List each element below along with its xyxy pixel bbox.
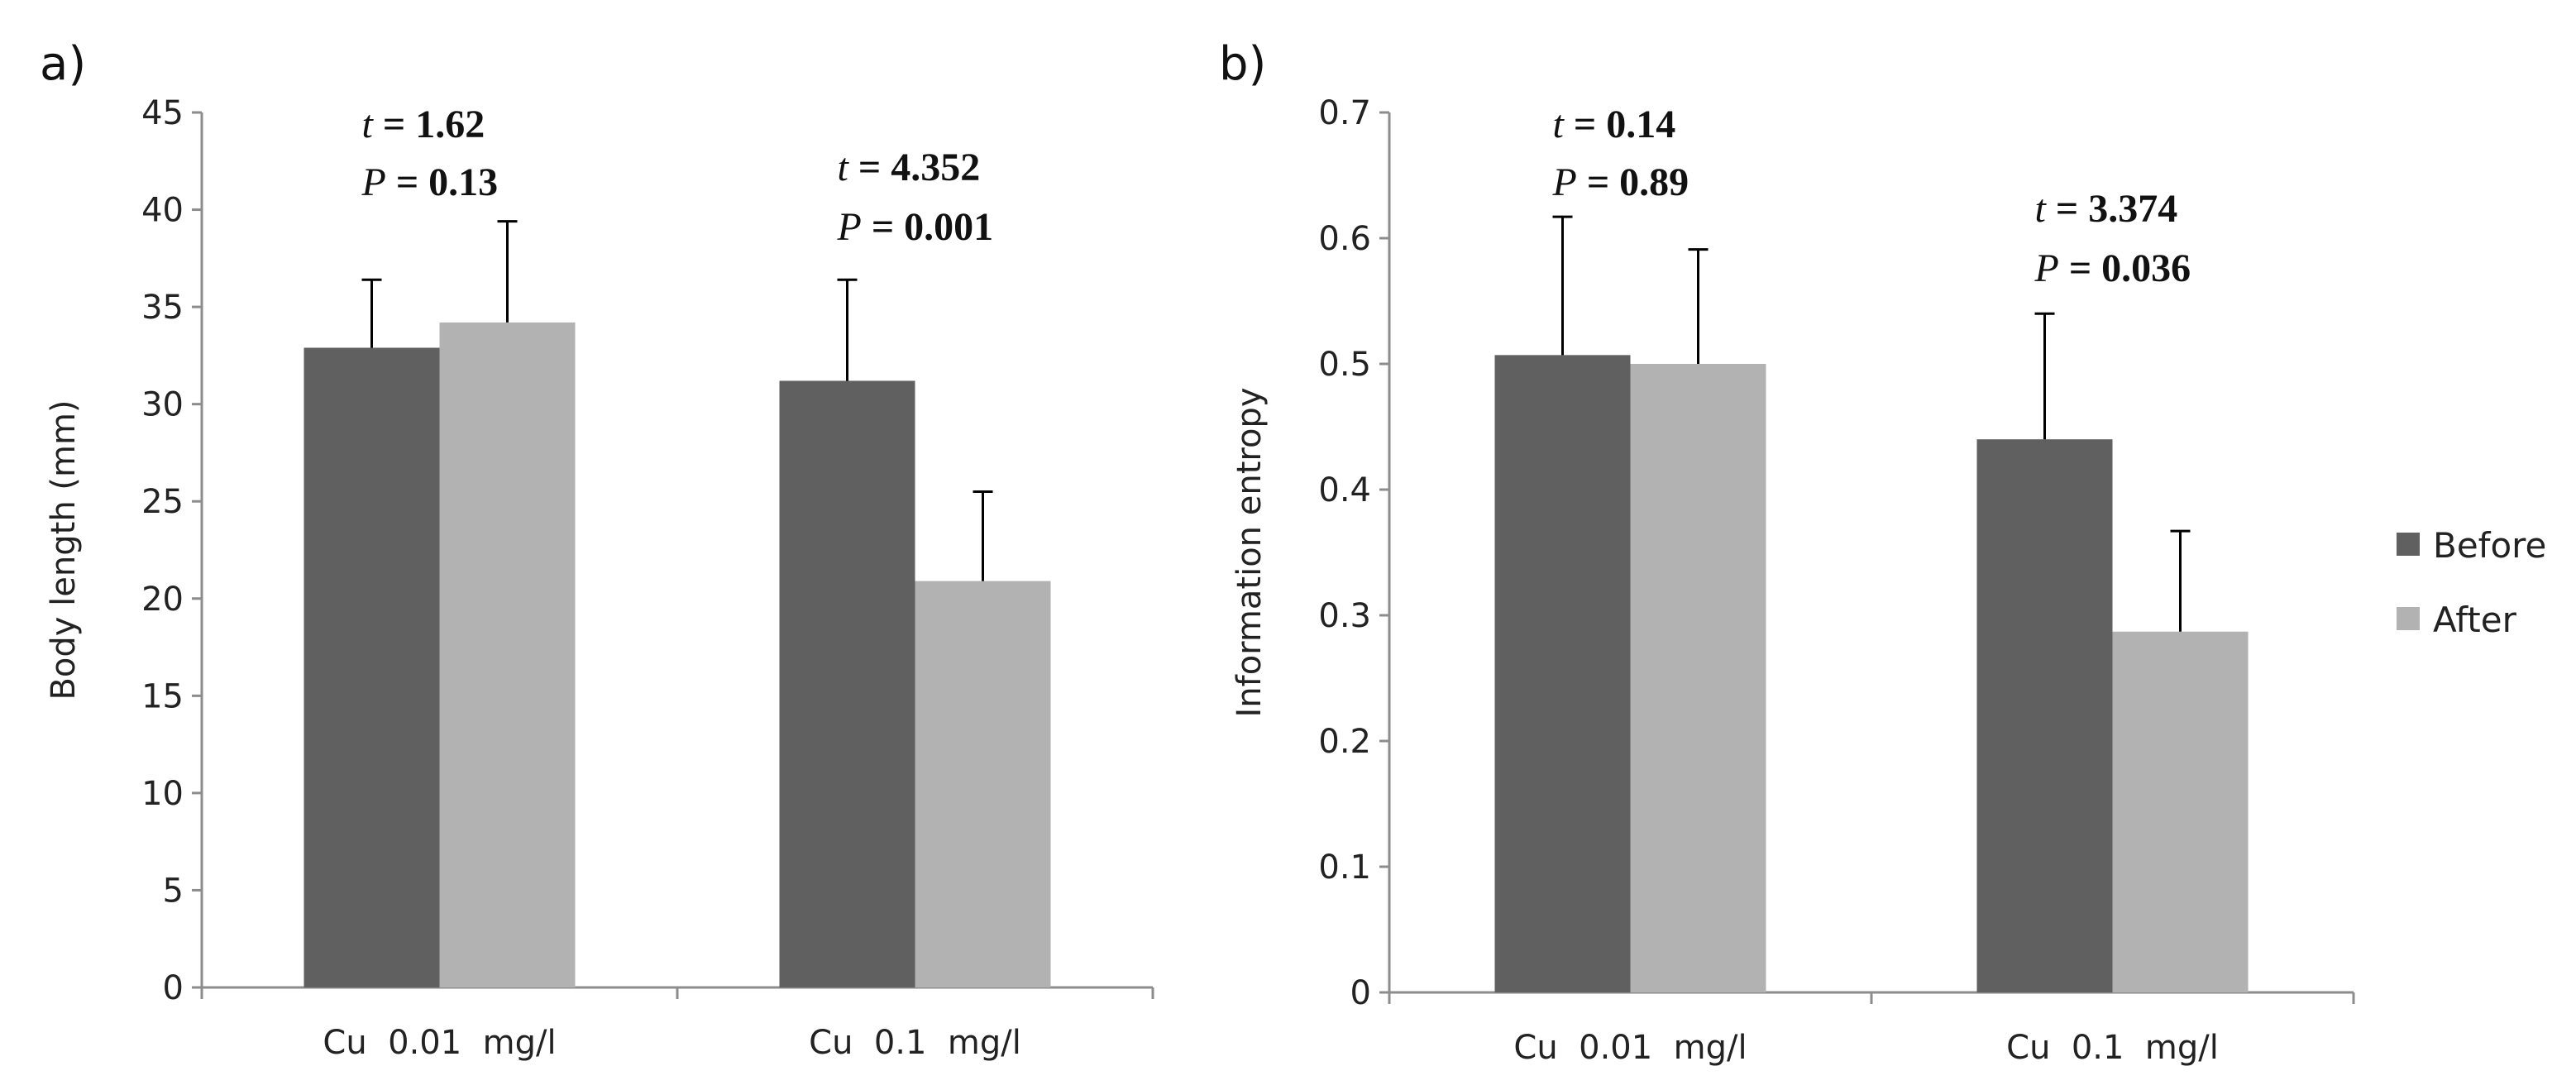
- panel-label: a): [40, 37, 86, 91]
- p-value: = 0.89: [1577, 160, 1689, 204]
- p-value: = 0.13: [386, 160, 498, 204]
- t-value: = 3.374: [2046, 187, 2177, 231]
- p-value: = 0.001: [862, 205, 993, 249]
- p-symbol: P: [837, 205, 862, 249]
- y-tick-label: 20: [141, 581, 184, 619]
- annotation-p: P = 0.036: [2034, 246, 2191, 290]
- bar-after: [439, 322, 576, 987]
- bar-after: [915, 581, 1051, 987]
- y-tick-label: 45: [141, 94, 184, 132]
- t-value: = 4.352: [848, 146, 980, 189]
- p-value: = 0.036: [2059, 246, 2191, 290]
- y-tick-label: 40: [141, 192, 184, 230]
- y-tick-label: 0.3: [1318, 597, 1371, 635]
- x-category-label: Cu 0.1 mg/l: [2006, 1029, 2219, 1067]
- t-value: = 0.14: [1564, 103, 1675, 146]
- legend-swatch-before: [2397, 533, 2420, 556]
- legend-label-after: After: [2433, 600, 2517, 640]
- bar-after: [1630, 364, 1766, 992]
- x-category-label: Cu 0.01 mg/l: [1513, 1029, 1747, 1067]
- panel-label: b): [1219, 37, 1266, 91]
- y-tick-label: 0.4: [1318, 471, 1371, 509]
- y-tick-label: 10: [141, 775, 184, 813]
- p-symbol: P: [361, 160, 386, 204]
- t-value: = 1.62: [373, 103, 485, 146]
- x-category-label: Cu 0.1 mg/l: [809, 1024, 1021, 1062]
- annotation-p: P = 0.13: [361, 160, 499, 204]
- legend: Before After: [2397, 525, 2546, 640]
- chart-panel-2: b) 0 0.1 0.2 0.3 0.4 0.5 0.6 0.7 Information entr…: [1219, 37, 2355, 1067]
- x-category-label: Cu 0.01 mg/l: [323, 1024, 556, 1062]
- annotation-t: t = 4.352: [838, 146, 981, 189]
- bar-after: [2112, 631, 2249, 992]
- y-tick-label: 0.1: [1318, 849, 1371, 887]
- y-axis-title: Information entropy: [1231, 387, 1269, 717]
- p-symbol: P: [1552, 160, 1577, 204]
- t-symbol: t: [362, 103, 375, 146]
- chart-panel-1: a) 0 5 10 15 20 25 30 35 40 45 Body length (mm) Cu 0…: [40, 37, 1154, 1062]
- t-symbol: t: [1553, 103, 1565, 146]
- y-tick-label: 0.5: [1318, 346, 1371, 384]
- bar-before: [1494, 355, 1631, 992]
- t-symbol: t: [2035, 187, 2048, 231]
- y-tick-label: 0.7: [1318, 94, 1371, 132]
- annotation-t: t = 1.62: [362, 103, 485, 146]
- legend-label-before: Before: [2433, 525, 2546, 566]
- bar-before: [779, 380, 915, 987]
- p-symbol: P: [2034, 246, 2059, 290]
- y-tick-label: 0: [163, 969, 184, 1007]
- y-tick-label: 0: [1350, 974, 1371, 1012]
- y-tick-label: 30: [141, 386, 184, 424]
- y-axis-title: Body length (mm): [45, 399, 83, 700]
- y-tick-label: 25: [141, 483, 184, 521]
- y-tick-label: 0.2: [1318, 723, 1371, 761]
- bar-before: [303, 347, 440, 987]
- annotation-p: P = 0.001: [837, 205, 994, 249]
- y-tick-label: 35: [141, 289, 184, 327]
- legend-swatch-after: [2397, 607, 2420, 630]
- y-tick-label: 0.6: [1318, 220, 1371, 258]
- y-tick-label: 5: [163, 872, 184, 910]
- annotation-t: t = 0.14: [1553, 103, 1676, 146]
- y-tick-label: 15: [141, 677, 184, 715]
- annotation-t: t = 3.374: [2035, 187, 2178, 231]
- annotation-p: P = 0.89: [1552, 160, 1689, 204]
- t-symbol: t: [838, 146, 850, 189]
- bar-before: [1976, 439, 2113, 992]
